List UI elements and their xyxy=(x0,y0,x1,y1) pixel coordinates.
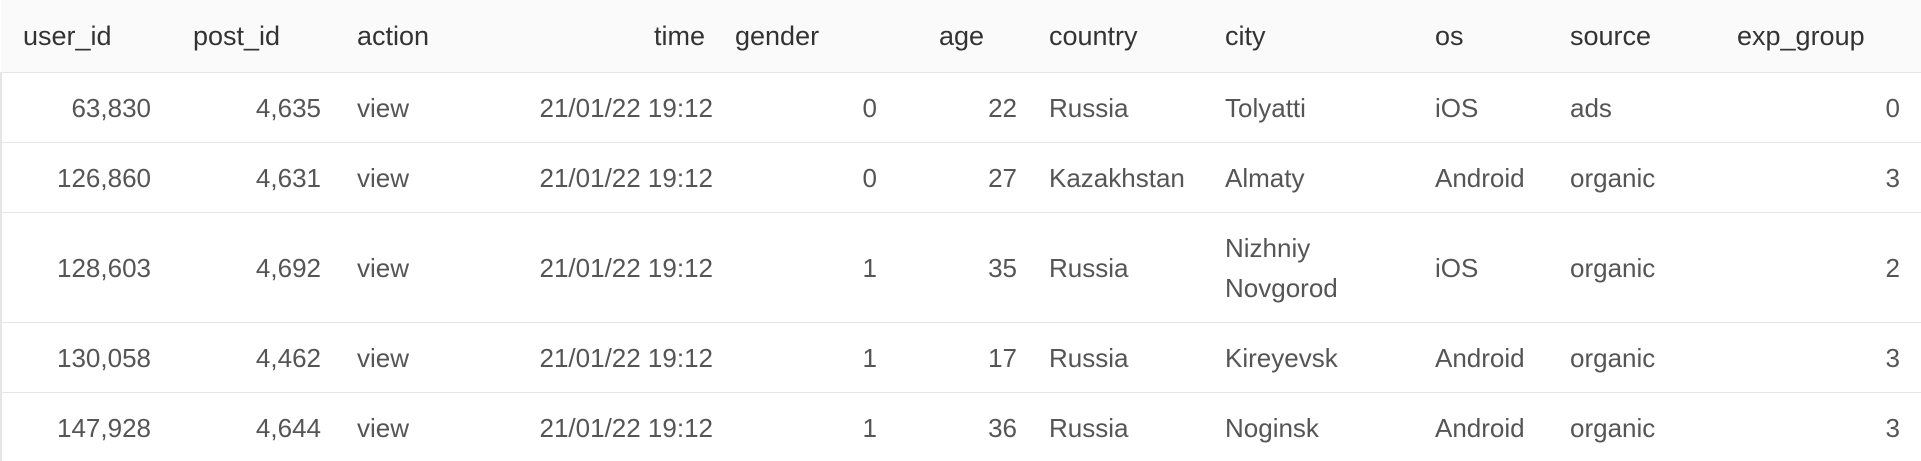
cell-source: organic xyxy=(1556,212,1719,323)
cell-source: ads xyxy=(1556,72,1719,143)
column-header-time[interactable]: time xyxy=(493,0,723,73)
cell-city: Kireyevsk xyxy=(1211,322,1421,393)
header-row: user_id post_id action time gender age c… xyxy=(1,0,1921,73)
cell-age: 36 xyxy=(988,412,1017,443)
cell-os: iOS xyxy=(1421,212,1556,323)
column-header-age[interactable]: age xyxy=(891,0,1031,73)
cell-action: view xyxy=(357,412,410,443)
column-header-country[interactable]: country xyxy=(1031,0,1211,73)
column-header-exp-group[interactable]: exp_group xyxy=(1719,0,1921,73)
cell-time: 21/01/22 19:12 xyxy=(493,72,723,143)
cell-country: Kazakhstan xyxy=(1031,142,1211,213)
table-row[interactable]: 63,830 4,635 view 21/01/22 19:12 0 22 Ru… xyxy=(0,72,1921,143)
table-row[interactable]: 128,603 4,692 view 21/01/22 19:12 1 35 R… xyxy=(0,212,1921,323)
cell-post-id: 4,644 xyxy=(255,412,321,443)
cell-os: Android xyxy=(1435,412,1525,443)
column-header-user-id[interactable]: user_id xyxy=(1,0,173,73)
cell-exp-group: 0 xyxy=(1719,72,1921,143)
cell-gender: 0 xyxy=(723,142,891,213)
cell-city: Noginsk xyxy=(1225,412,1319,443)
cell-post-id: 4,692 xyxy=(173,212,343,323)
table-header: user_id post_id action time gender age c… xyxy=(1,0,1921,73)
cell-post-id: 4,635 xyxy=(173,72,343,143)
cell-os: iOS xyxy=(1421,72,1556,143)
column-header-source[interactable]: source xyxy=(1556,0,1719,73)
cell-time: 21/01/22 19:12 xyxy=(539,412,714,443)
cell-source: organic xyxy=(1556,142,1719,213)
column-header-action[interactable]: action xyxy=(343,0,493,73)
cell-city: Nizhniy Novgorod xyxy=(1211,212,1421,323)
cell-country: Russia xyxy=(1031,322,1211,393)
column-header-os[interactable]: os xyxy=(1421,0,1556,73)
cell-age: 35 xyxy=(891,212,1031,323)
cell-age: 22 xyxy=(891,72,1031,143)
cell-user-id: 126,860 xyxy=(0,142,173,213)
cell-post-id: 4,462 xyxy=(173,322,343,393)
cell-country: Russia xyxy=(1031,212,1211,323)
cell-exp-group: 3 xyxy=(1719,142,1921,213)
cell-gender: 0 xyxy=(723,72,891,143)
cell-action: view xyxy=(343,212,493,323)
cell-action: view xyxy=(343,142,493,213)
cell-exp-group: 2 xyxy=(1719,212,1921,323)
cell-action: view xyxy=(343,72,493,143)
cell-country: Russia xyxy=(1031,72,1211,143)
table-body: 63,830 4,635 view 21/01/22 19:12 0 22 Ru… xyxy=(0,72,1921,461)
cell-user-id: 128,603 xyxy=(0,212,173,323)
cell-age: 27 xyxy=(891,142,1031,213)
column-header-post-id[interactable]: post_id xyxy=(173,0,343,73)
cell-time: 21/01/22 19:12 xyxy=(493,322,723,393)
cell-gender: 1 xyxy=(862,412,877,443)
cell-country: Russia xyxy=(1049,412,1129,443)
column-header-gender[interactable]: gender xyxy=(723,0,891,73)
cell-time: 21/01/22 19:12 xyxy=(493,212,723,323)
cell-city: Almaty xyxy=(1211,142,1421,213)
cell-source: organic xyxy=(1570,412,1656,443)
table-row[interactable]: 130,058 4,462 view 21/01/22 19:12 1 17 R… xyxy=(0,322,1921,393)
cell-os: Android xyxy=(1421,322,1556,393)
cell-user-id: 130,058 xyxy=(0,322,173,393)
cell-gender: 1 xyxy=(723,212,891,323)
cell-user-id: 147,928 xyxy=(0,392,173,461)
cell-action: view xyxy=(343,322,493,393)
cell-time: 21/01/22 19:12 xyxy=(493,142,723,213)
cell-age: 17 xyxy=(891,322,1031,393)
cell-gender: 1 xyxy=(723,322,891,393)
column-header-city[interactable]: city xyxy=(1211,0,1421,73)
cell-user-id: 63,830 xyxy=(0,72,173,143)
cell-os: Android xyxy=(1421,142,1556,213)
table-row[interactable]: 126,860 4,631 view 21/01/22 19:12 0 27 K… xyxy=(0,142,1921,213)
cell-exp-group: 3 xyxy=(1719,322,1921,393)
cell-source: organic xyxy=(1556,322,1719,393)
table-row[interactable]: 147,928 4,644 view 21/01/22 19:12 1 36 R… xyxy=(0,392,1921,461)
cell-city: Tolyatti xyxy=(1211,72,1421,143)
cell-post-id: 4,631 xyxy=(173,142,343,213)
cell-exp-group: 3 xyxy=(1885,412,1900,443)
